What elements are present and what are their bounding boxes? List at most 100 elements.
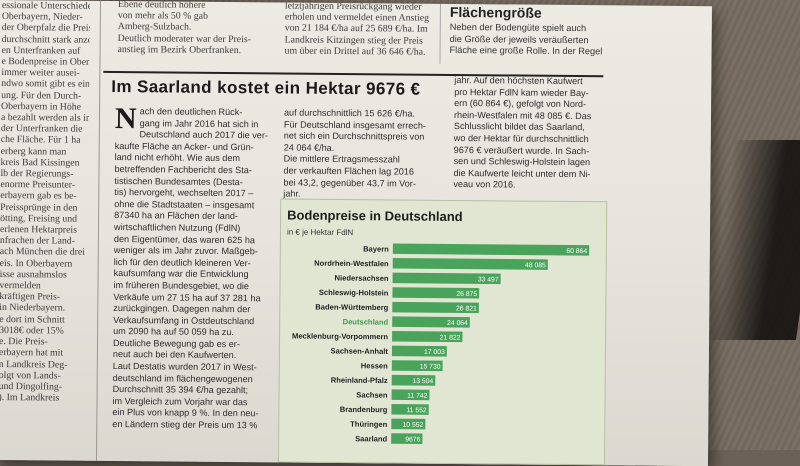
- text-line: Oberbayern, Nieder-: [1, 11, 83, 23]
- text-line: um über ein Drittel auf 36 646 €/ha.: [284, 45, 426, 58]
- text-line: e. Die Preis-: [0, 336, 48, 348]
- text-line: immer weiter ausei-: [1, 67, 80, 79]
- text-line: nfrachen der Land-: [0, 235, 76, 247]
- text-line: veau von 2016.: [453, 179, 516, 190]
- text-line: der Unterfranken die: [0, 123, 83, 135]
- category-label: Saarland: [355, 434, 388, 443]
- text-line: wirtschaftlichen Nutzung (FdlN): [113, 221, 241, 234]
- column-divider: [95, 0, 101, 461]
- text-line: en Unterfranken auf: [1, 44, 81, 57]
- bar-chart: Bayern 60 864 Nordrhein-Westfalen 48 085 Nie…: [292, 243, 590, 445]
- bar: [391, 404, 429, 415]
- text-line: erlenen Hektarpreis: [0, 224, 78, 236]
- text-line: 3018€ oder 15%: [0, 324, 64, 337]
- sidebar-heading: Flächengröße: [449, 3, 542, 21]
- category-label: Schleswig-Holstein: [319, 288, 389, 298]
- text-line: Amberg-Sulzbach.: [117, 21, 192, 34]
- bar: [392, 272, 501, 285]
- value-label: 33 497: [478, 276, 499, 283]
- text-line: wo der Hektar für durchschnittlich: [453, 132, 589, 145]
- bar: [391, 374, 436, 386]
- category-label: Rheinland-Pfalz: [331, 376, 388, 385]
- text-line: im früheren Bundesgebiet, wo die: [113, 279, 250, 292]
- category-label: Baden-Württemberg: [315, 302, 388, 312]
- value-label: 21 822: [440, 334, 461, 341]
- category-label: Brandenburg: [340, 405, 388, 414]
- text-line: Preissprünge in den: [0, 201, 78, 214]
- previous-article-column-left: essionale Unterschiede Oberbayern, Nieder…: [0, 0, 90, 404]
- previous-article-column-mid1: Ebene deutlich höhere von mehr als 50 % g…: [118, 0, 278, 56]
- text-line: ach München die drei: [0, 246, 86, 259]
- value-label: 11 742: [407, 393, 428, 400]
- text-line: erbayern hat mit: [0, 347, 64, 359]
- category-label: Sachsen: [356, 390, 388, 399]
- text-line: kräftigen Preis-: [0, 291, 61, 303]
- bar: [392, 243, 590, 256]
- previous-article-column-mid2: letztjährigen Preisrückgang wieder erhole…: [285, 0, 435, 57]
- article-headline: Im Saarland kostet ein Hektar 9676 €: [111, 76, 421, 99]
- chart-unit-label: in € je Hektar FdlN: [286, 227, 354, 238]
- bar: [392, 258, 548, 270]
- bar: [391, 389, 430, 401]
- text-line: vermelden: [0, 280, 41, 292]
- category-label: Bayern: [363, 244, 389, 253]
- text-line: ach den deutlichen Rück-: [139, 106, 243, 118]
- value-label: 17 003: [424, 349, 445, 356]
- dropcap: N: [114, 102, 137, 136]
- value-label: 15 730: [420, 363, 441, 370]
- article-column-1: N ach den deutlichen Rück-gang im Jahr 2…: [112, 102, 277, 432]
- value-label: 9676: [405, 436, 420, 443]
- bar: [391, 418, 426, 430]
- bar: [391, 433, 423, 445]
- text-line: Neben der Bodengüte spielt auch: [449, 21, 587, 34]
- value-label: 48 085: [525, 262, 546, 269]
- bar: [392, 301, 479, 314]
- text-line: che Fläche. Für 1 ha: [0, 134, 81, 147]
- value-label: 13 504: [412, 378, 433, 385]
- text-line: erbayern gab es be-: [0, 190, 77, 203]
- text-line: bei 43,2, gegenüber 43,7 im Vor-: [283, 177, 416, 189]
- bar: [392, 287, 480, 299]
- text-line: ern (60 864 €), gefolgt von Nord-: [454, 98, 587, 110]
- sidebar-body: Neben der Bodengüte spielt auch die Größe…: [450, 22, 610, 58]
- text-line: kreis Bad Kissingen: [0, 156, 80, 169]
- category-label: Nordrhein-Westfalen: [314, 259, 389, 269]
- text-line: betreffenden Fachbericht des Sta-: [114, 163, 252, 176]
- text-line: in Niederbayern.: [0, 302, 66, 315]
- text-line: sen und Schleswig-Holstein lagen: [453, 156, 591, 168]
- text-line: enorme Preisunter-: [0, 179, 76, 191]
- text-line: zurückgingen. Dagegen nahm der: [113, 303, 251, 315]
- text-line: der verkauften Flächen lag 2016: [283, 165, 414, 177]
- text-line: jahr. Auf den höchsten Kaufwert: [454, 74, 583, 87]
- text-line: Laut Destatis wurden 2017 in West-: [112, 361, 257, 373]
- category-label: Niedersachsen: [335, 273, 389, 282]
- text-line: auf durchschnittlich 15 626 €/ha.: [283, 107, 416, 119]
- value-label: 26 875: [456, 291, 477, 298]
- text-line: anstieg im Bezirk Oberfranken.: [117, 43, 242, 56]
- text-line: Deutschland auch 2017 die ver-: [139, 129, 268, 141]
- text-line: ). Im Landkreis: [0, 392, 60, 404]
- text-line: eis. In Oberbayern: [0, 257, 73, 270]
- text-line: olgt von Lands-: [0, 369, 61, 382]
- text-line: e Bodenpreise in Ober-: [1, 56, 90, 68]
- text-line: essionale Unterschiede: [1, 0, 90, 12]
- text-line: a bezahlt werden als in: [0, 112, 90, 124]
- text-line: weniger als im Jahr zuvor. Maßgeb-: [113, 245, 258, 257]
- text-line: durchschnitt stark anzo-: [1, 33, 90, 46]
- bar: [391, 345, 447, 357]
- text-line: en Ländern stieg der Preis um 13 %: [112, 419, 258, 431]
- text-line: e dort im Schnitt: [0, 313, 65, 326]
- chart-box: Bayern 60 864 Nordrhein-Westfalen 48 085 Nie…: [277, 198, 608, 466]
- value-label: 10 552: [403, 422, 424, 429]
- value-label: 60 864: [566, 248, 587, 255]
- bar: [391, 360, 443, 372]
- category-label: Sachsen-Anhalt: [331, 346, 389, 356]
- text-line: ndwo somit gibt es eine: [1, 78, 90, 91]
- text-line: ötting, Freising und: [0, 212, 78, 225]
- newspaper-page: essionale Unterschiede Oberbayern, Nieder…: [0, 0, 712, 466]
- article-column-3: jahr. Auf den höchsten Kaufwert pro Hekta…: [453, 75, 604, 192]
- category-label: Mecklenburg-Vorpommern: [292, 331, 388, 341]
- chart-title: Bodenpreise in Deutschland: [287, 207, 463, 225]
- text-line: isse ausnahmslos: [0, 268, 67, 281]
- text-line: ung. Für den Durch-: [1, 89, 82, 102]
